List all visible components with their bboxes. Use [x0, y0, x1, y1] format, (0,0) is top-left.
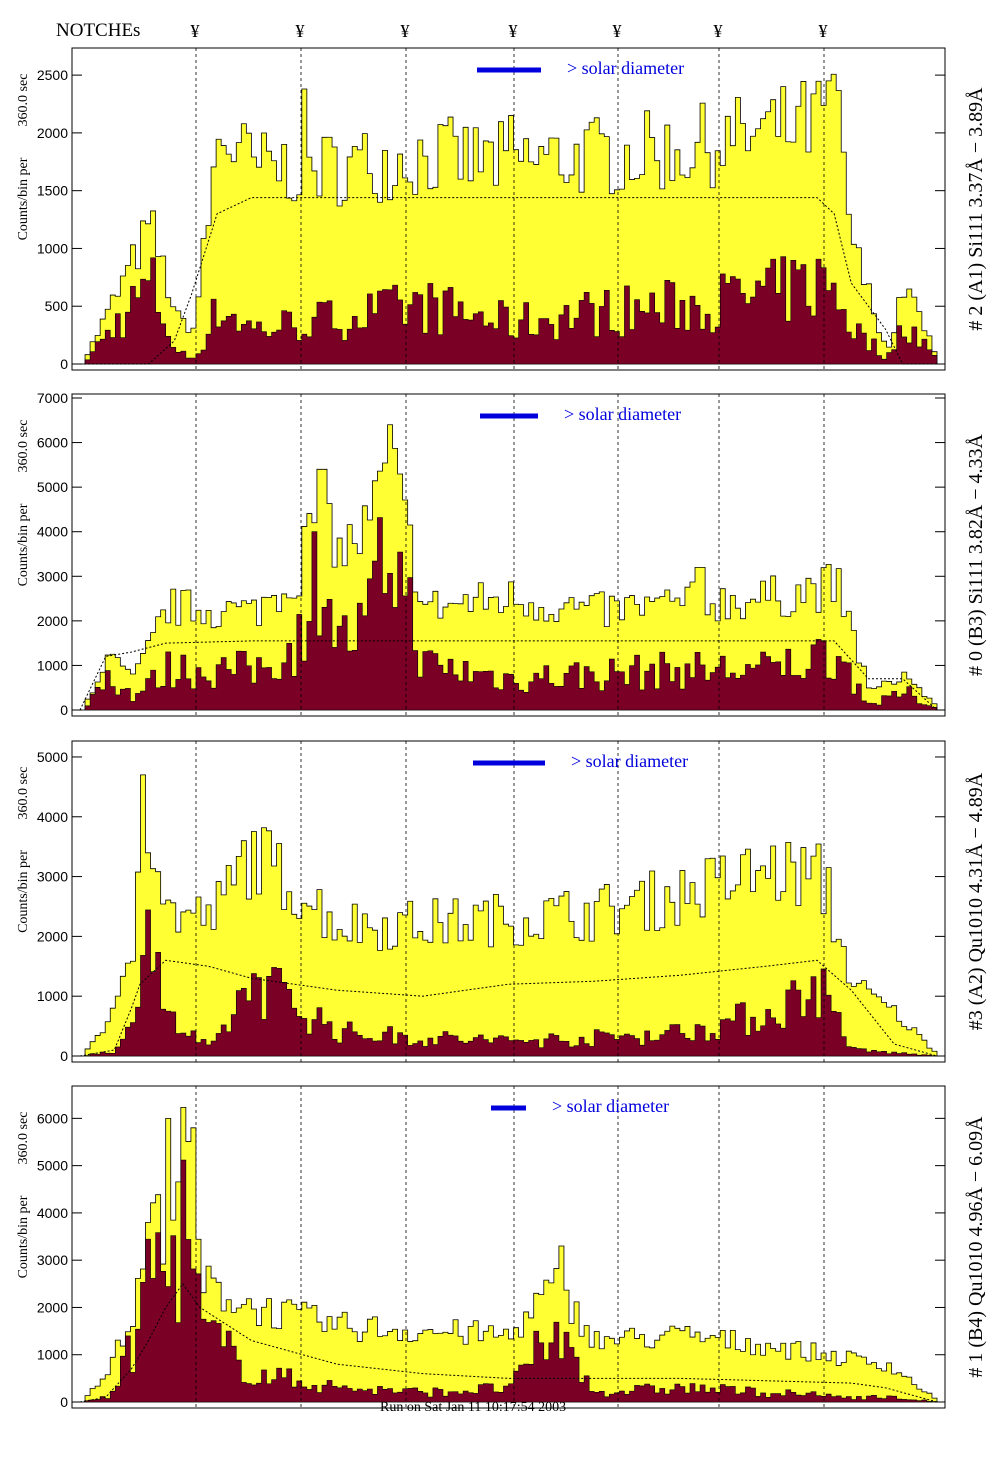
- series-low-histogram: [80, 909, 938, 1057]
- y-tick-label: 5000: [37, 749, 68, 765]
- y-tick-label: 6000: [37, 435, 68, 451]
- y-tick-label: 0: [60, 702, 68, 718]
- panel-title: # 0 (B3) Si111 3.82Å − 4.33Å: [965, 433, 987, 676]
- y-tick-label: 3000: [37, 1252, 68, 1268]
- y-tick-label: 2000: [37, 1299, 68, 1315]
- y-tick-label: 3000: [37, 568, 68, 584]
- notch-symbol: ¥: [509, 21, 518, 41]
- y-axis-label: Counts/bin per: [16, 850, 31, 933]
- footer-timestamp: Run on Sat Jan 11 10:17:54 2003: [380, 1400, 567, 1415]
- notch-symbol: ¥: [296, 21, 305, 41]
- series-low-histogram: [80, 256, 938, 365]
- panel-title: # 1 (B4) Qu1010 4.96Å − 6.09Å: [965, 1116, 987, 1378]
- series-high-histogram: [80, 424, 938, 711]
- y-tick-label: 2000: [37, 125, 68, 141]
- model-curve: [80, 197, 937, 365]
- solar-diameter-label: > solar diameter: [552, 1096, 669, 1116]
- y-tick-label: 0: [60, 1048, 68, 1064]
- y-tick-label: 6000: [37, 1110, 68, 1126]
- solar-diameter-label: > solar diameter: [564, 404, 681, 424]
- model-curve: [79, 959, 938, 1057]
- y-tick-label: 1000: [37, 240, 68, 256]
- y-tick-label: 4000: [37, 809, 68, 825]
- y-tick-label: 1500: [37, 183, 68, 199]
- notch-symbol: ¥: [191, 21, 200, 41]
- notch-symbol: ¥: [714, 21, 723, 41]
- series-high-histogram: [80, 1106, 938, 1403]
- y-axis-label: Counts/bin per: [16, 503, 31, 586]
- y-tick-label: 0: [60, 1394, 68, 1410]
- y-tick-label: 3000: [37, 869, 68, 885]
- model-curve: [79, 1282, 938, 1403]
- y-tick-label: 7000: [37, 390, 68, 406]
- y-axis-label-top: 360.0 sec: [16, 420, 31, 473]
- series-low-histogram: [80, 1159, 938, 1403]
- y-tick-label: 1000: [37, 988, 68, 1004]
- series-high-histogram: [80, 774, 938, 1057]
- model-curve: [79, 640, 938, 711]
- panel-title: # 2 (A1) Si111 3.37Å − 3.89Å: [965, 87, 987, 331]
- y-tick-label: 0: [60, 356, 68, 372]
- y-axis-label: Counts/bin per: [16, 1195, 31, 1278]
- y-axis-label-top: 360.0 sec: [16, 1112, 31, 1165]
- y-tick-label: 4000: [37, 524, 68, 540]
- panel-title: #3 (A2) Qu1010 4.31Å − 4.89Å: [965, 772, 987, 1030]
- y-axis-label-top: 360.0 sec: [16, 74, 31, 127]
- y-tick-label: 4000: [37, 1205, 68, 1221]
- notch-symbol: ¥: [613, 21, 622, 41]
- notches-label: NOTCHEs: [56, 20, 141, 41]
- y-tick-label: 500: [45, 298, 69, 314]
- y-tick-label: 2000: [37, 928, 68, 944]
- y-axis-label-top: 360.0 sec: [16, 767, 31, 820]
- series-low-histogram: [80, 517, 938, 711]
- y-axis-label: Counts/bin per: [16, 157, 31, 240]
- y-tick-label: 2500: [37, 67, 68, 83]
- y-tick-label: 1000: [37, 657, 68, 673]
- y-tick-label: 1000: [37, 1347, 68, 1363]
- notch-symbol: ¥: [819, 21, 828, 41]
- notch-symbol: ¥: [401, 21, 410, 41]
- y-tick-label: 2000: [37, 613, 68, 629]
- solar-diameter-label: > solar diameter: [571, 751, 688, 771]
- y-tick-label: 5000: [37, 479, 68, 495]
- y-tick-label: 5000: [37, 1158, 68, 1174]
- solar-diameter-label: > solar diameter: [567, 58, 684, 78]
